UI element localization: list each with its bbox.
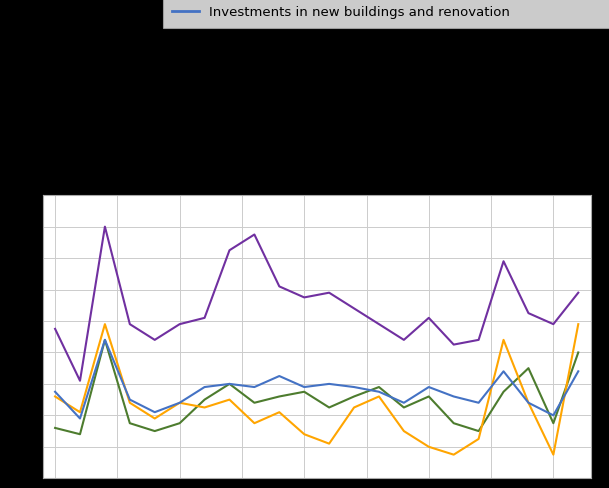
Investments in motorvehicles and other means of transport [450, 452, 457, 458]
Investments in motorvehicles and other means of transport [176, 400, 183, 406]
Investments in retail trade, except of motor vehicles,
    motorcycles and automotive fuel [226, 381, 233, 387]
Investments in retail trade, except of motor vehicles,
    motorcycles and automotive fuel [176, 420, 183, 426]
Investments in machines and inventory [176, 321, 183, 327]
Investments in motorvehicles and other means of transport [151, 416, 158, 422]
Investments in new buildings and renovation [151, 409, 158, 415]
Investments in new buildings and renovation [350, 384, 357, 390]
Investments in machines and inventory [101, 224, 108, 229]
Investments in motorvehicles and other means of transport [251, 420, 258, 426]
Investments in motorvehicles and other means of transport [126, 400, 133, 406]
Investments in motorvehicles and other means of transport [400, 428, 407, 434]
Investments in retail trade, except of motor vehicles,
    motorcycles and automotive fuel [400, 405, 407, 410]
Investments in motorvehicles and other means of transport [301, 431, 308, 437]
Investments in motorvehicles and other means of transport [350, 405, 357, 410]
Investments in new buildings and renovation [325, 381, 333, 387]
Investments in new buildings and renovation [500, 368, 507, 374]
Line: Investments in retail trade, except of motor vehicles,
    motorcycles and automotive fuel: Investments in retail trade, except of m… [55, 340, 579, 434]
Line: Investments in motorvehicles and other means of transport: Investments in motorvehicles and other m… [55, 324, 579, 455]
Investments in machines and inventory [226, 247, 233, 253]
Investments in retail trade, except of motor vehicles,
    motorcycles and automotive fuel [525, 365, 532, 371]
Investments in new buildings and renovation [301, 384, 308, 390]
Investments in machines and inventory [500, 258, 507, 264]
Investments in new buildings and renovation [51, 389, 58, 395]
Investments in retail trade, except of motor vehicles,
    motorcycles and automotive fuel [51, 425, 58, 431]
Investments in machines and inventory [201, 315, 208, 321]
Investments in retail trade, except of motor vehicles,
    motorcycles and automotive fuel [76, 431, 83, 437]
Investments in motorvehicles and other means of transport [550, 452, 557, 458]
Investments in motorvehicles and other means of transport [226, 397, 233, 403]
Investments in new buildings and renovation [550, 412, 557, 418]
Investments in new buildings and renovation [126, 397, 133, 403]
Investments in retail trade, except of motor vehicles,
    motorcycles and automotive fuel [475, 428, 482, 434]
Investments in motorvehicles and other means of transport [76, 409, 83, 415]
Investments in motorvehicles and other means of transport [425, 444, 432, 450]
Line: Investments in machines and inventory: Investments in machines and inventory [55, 226, 579, 381]
Investments in machines and inventory [350, 305, 357, 311]
Investments in machines and inventory [276, 284, 283, 289]
Investments in new buildings and renovation [525, 400, 532, 406]
Investments in machines and inventory [251, 232, 258, 238]
Investments in motorvehicles and other means of transport [276, 409, 283, 415]
Investments in motorvehicles and other means of transport [575, 321, 582, 327]
Investments in new buildings and renovation [425, 384, 432, 390]
Investments in machines and inventory [375, 321, 382, 327]
Investments in motorvehicles and other means of transport [51, 393, 58, 399]
Investments in retail trade, except of motor vehicles,
    motorcycles and automotive fuel [276, 393, 283, 399]
Line: Investments in new buildings and renovation: Investments in new buildings and renovat… [55, 340, 579, 419]
Investments in machines and inventory [475, 337, 482, 343]
Investments in retail trade, except of motor vehicles,
    motorcycles and automotive fuel [101, 337, 108, 343]
Investments in machines and inventory [51, 326, 58, 332]
Investments in machines and inventory [550, 321, 557, 327]
Investments in retail trade, except of motor vehicles,
    motorcycles and automotive fuel [201, 397, 208, 403]
Investments in machines and inventory [325, 290, 333, 296]
Legend: Investments in retail trade, except of motor vehicles,
    motorcycles and autom: Investments in retail trade, except of m… [163, 0, 609, 28]
Investments in retail trade, except of motor vehicles,
    motorcycles and automotive fuel [550, 420, 557, 426]
Investments in retail trade, except of motor vehicles,
    motorcycles and automotive fuel [151, 428, 158, 434]
Investments in machines and inventory [76, 378, 83, 384]
Investments in retail trade, except of motor vehicles,
    motorcycles and automotive fuel [301, 389, 308, 395]
Investments in machines and inventory [126, 321, 133, 327]
Investments in new buildings and renovation [176, 400, 183, 406]
Investments in machines and inventory [525, 310, 532, 316]
Investments in retail trade, except of motor vehicles,
    motorcycles and automotive fuel [251, 400, 258, 406]
Investments in new buildings and renovation [400, 400, 407, 406]
Investments in motorvehicles and other means of transport [475, 436, 482, 442]
Investments in retail trade, except of motor vehicles,
    motorcycles and automotive fuel [350, 393, 357, 399]
Investments in machines and inventory [575, 290, 582, 296]
Investments in retail trade, except of motor vehicles,
    motorcycles and automotive fuel [500, 389, 507, 395]
Investments in machines and inventory [425, 315, 432, 321]
Investments in motorvehicles and other means of transport [525, 400, 532, 406]
Investments in motorvehicles and other means of transport [375, 393, 382, 399]
Investments in new buildings and renovation [251, 384, 258, 390]
Investments in motorvehicles and other means of transport [500, 337, 507, 343]
Investments in new buildings and renovation [450, 393, 457, 399]
Investments in retail trade, except of motor vehicles,
    motorcycles and automotive fuel [425, 393, 432, 399]
Investments in retail trade, except of motor vehicles,
    motorcycles and automotive fuel [126, 420, 133, 426]
Investments in motorvehicles and other means of transport [101, 321, 108, 327]
Investments in new buildings and renovation [226, 381, 233, 387]
Investments in machines and inventory [151, 337, 158, 343]
Investments in retail trade, except of motor vehicles,
    motorcycles and automotive fuel [325, 405, 333, 410]
Investments in new buildings and renovation [276, 373, 283, 379]
Investments in new buildings and renovation [475, 400, 482, 406]
Investments in retail trade, except of motor vehicles,
    motorcycles and automotive fuel [450, 420, 457, 426]
Investments in new buildings and renovation [101, 337, 108, 343]
Investments in machines and inventory [301, 294, 308, 300]
Investments in new buildings and renovation [575, 368, 582, 374]
Investments in retail trade, except of motor vehicles,
    motorcycles and automotive fuel [375, 384, 382, 390]
Investments in motorvehicles and other means of transport [201, 405, 208, 410]
Investments in new buildings and renovation [76, 416, 83, 422]
Investments in new buildings and renovation [201, 384, 208, 390]
Investments in machines and inventory [400, 337, 407, 343]
Investments in new buildings and renovation [375, 389, 382, 395]
Investments in retail trade, except of motor vehicles,
    motorcycles and automotive fuel [575, 349, 582, 355]
Investments in motorvehicles and other means of transport [325, 441, 333, 447]
Investments in machines and inventory [450, 342, 457, 347]
